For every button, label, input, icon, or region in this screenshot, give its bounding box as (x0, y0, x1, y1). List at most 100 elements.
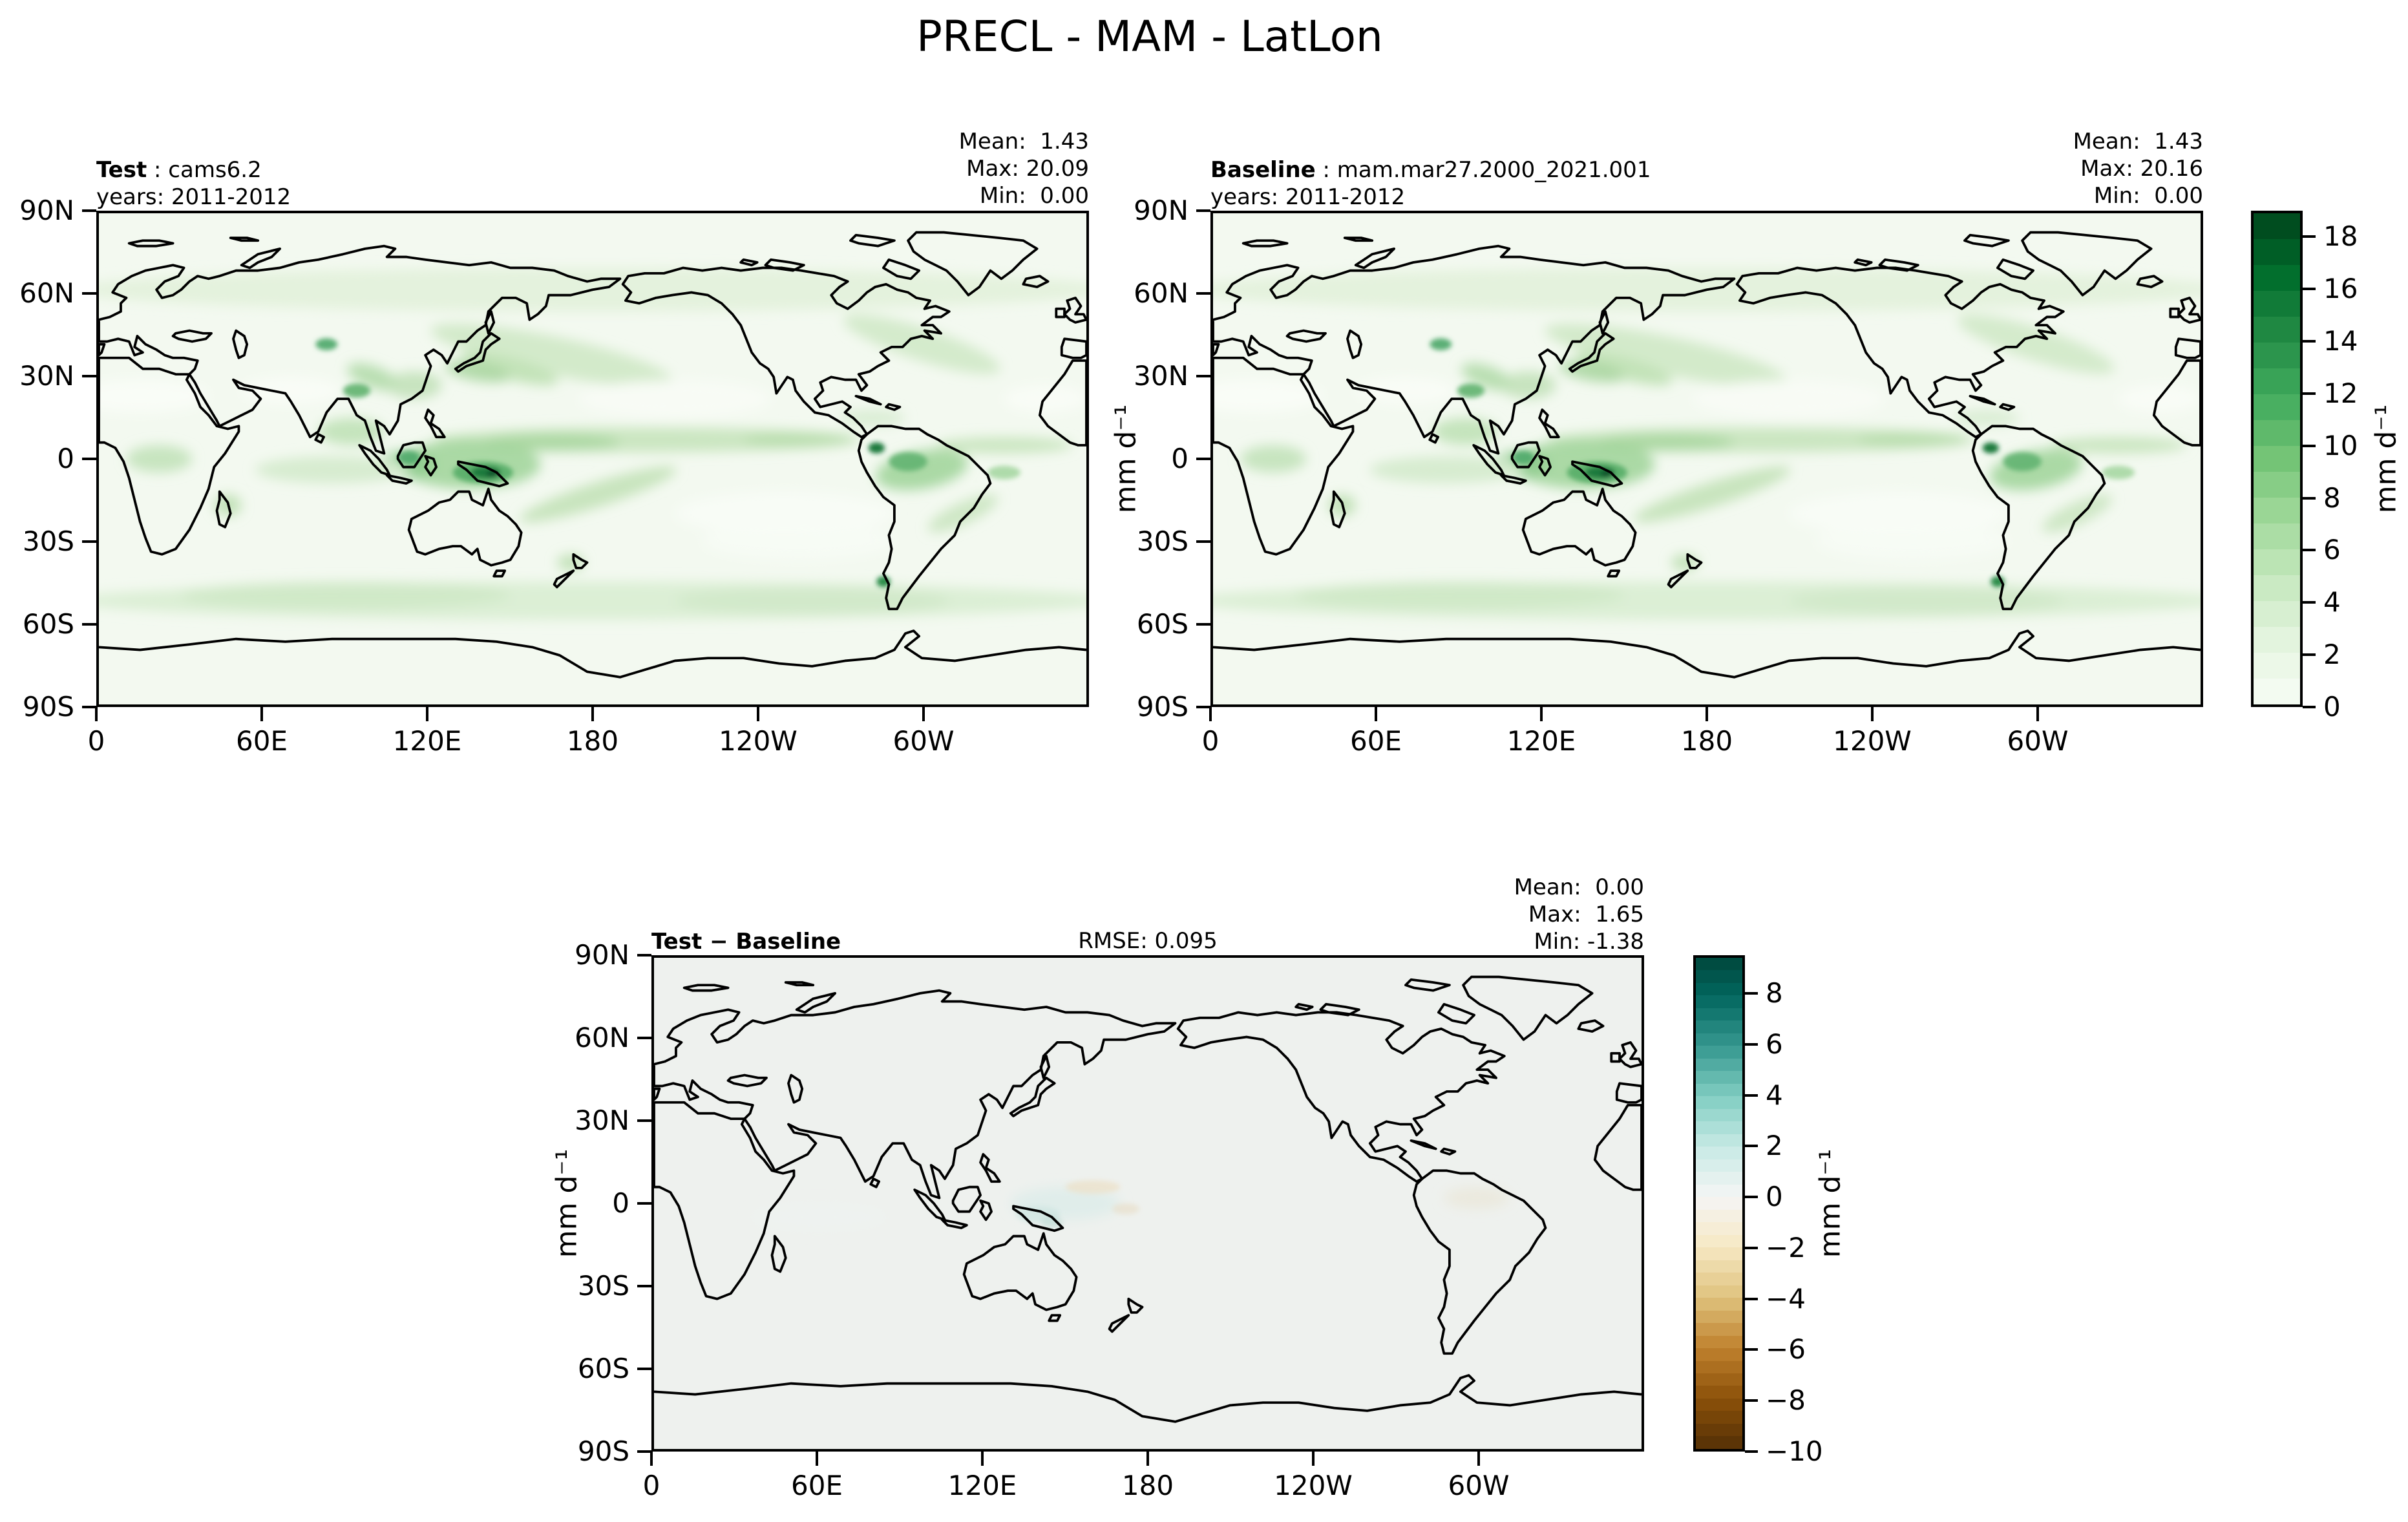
cbar-diff-segment (1696, 982, 1742, 996)
baseline-max: Max: 20.16 (2080, 156, 2203, 182)
test-x-tick-label: 0 (87, 725, 105, 757)
cbar-diff-tick-label: −8 (1766, 1384, 1806, 1416)
cbar-precip-tick-label: 18 (2323, 220, 2358, 252)
cbar-precip-segment (2254, 627, 2300, 653)
baseline-x-tick-label: 60E (1350, 725, 1402, 757)
diff-x-tick-label: 0 (642, 1470, 660, 1501)
test-mean: Mean: 1.43 (958, 129, 1089, 154)
cbar-precip-segment (2254, 394, 2300, 420)
coastlines (1213, 231, 2201, 679)
diff-y-tick-label: 0 (612, 1187, 629, 1219)
test-x-tick (426, 707, 428, 721)
cbar-diff-segment (1696, 1360, 1742, 1373)
diff-y-tick (637, 1202, 651, 1205)
baseline-x-tick (1540, 707, 1543, 721)
cbar-precip-tick-label: 2 (2323, 639, 2341, 670)
cbar-precip-tick-label: 10 (2323, 430, 2358, 461)
cbar-diff-segment (1696, 1172, 1742, 1185)
test-y-tick-label: 90N (19, 195, 74, 226)
test-y-tick-label: 30S (22, 525, 74, 557)
diff-stats: Mean: 0.00 Max: 1.65 Min: -1.38 (1386, 874, 1644, 955)
cbar-precip-segment (2254, 679, 2300, 704)
cbar-precip-tick (2303, 288, 2316, 290)
colorbar-precip-unit-label: mm d⁻¹ (2369, 404, 2403, 514)
diff-x-tick-label: 60E (791, 1470, 843, 1501)
diff-x-tick (1312, 1452, 1315, 1466)
cbar-precip-tick-label: 12 (2323, 377, 2358, 409)
test-x-tick (260, 707, 263, 721)
coastlines (99, 231, 1086, 679)
diff-max: Max: 1.65 (1528, 902, 1644, 927)
diff-y-tick (637, 1285, 651, 1287)
cbar-precip-tick-label: 4 (2323, 586, 2341, 618)
cbar-diff-segment (1696, 1310, 1742, 1324)
baseline-y-tick-label: 30N (1134, 360, 1188, 392)
baseline-y-tick (1196, 623, 1210, 626)
cbar-diff-segment (1696, 1121, 1742, 1134)
test-y-tick-label: 60N (19, 277, 74, 309)
cbar-diff-segment (1696, 1423, 1742, 1437)
cbar-diff-segment (1696, 1323, 1742, 1336)
cbar-precip-tick-label: 0 (2323, 691, 2341, 723)
cbar-precip-segment (2254, 472, 2300, 498)
cbar-diff-segment (1696, 1348, 1742, 1361)
cbar-precip-segment (2254, 575, 2300, 601)
test-y-tick-label: 30N (19, 360, 74, 392)
test-y-tick (82, 209, 96, 212)
baseline-x-tick-label: 60W (2007, 725, 2069, 757)
baseline-x-tick (1209, 707, 1212, 721)
cbar-diff-segment (1696, 1071, 1742, 1084)
cbar-diff-tick (1745, 1399, 1758, 1402)
page-title: PRECL - MAM - LatLon (916, 12, 1383, 61)
cbar-precip-segment (2254, 317, 2300, 343)
cbar-precip-segment (2254, 420, 2300, 446)
test-years: years: 2011-2012 (96, 184, 291, 210)
cbar-diff-segment (1696, 1096, 1742, 1109)
cbar-diff-segment (1696, 995, 1742, 1008)
cbar-diff-segment (1696, 958, 1742, 971)
panel-diff-svg (654, 958, 1642, 1449)
cbar-diff-segment (1696, 1083, 1742, 1097)
cbar-diff-segment (1696, 1247, 1742, 1260)
test-x-tick-label: 120E (392, 725, 462, 757)
baseline-x-tick-label: 0 (1201, 725, 1220, 757)
cbar-precip-segment (2254, 653, 2300, 679)
cbar-diff-tick-label: 8 (1766, 977, 1783, 1009)
test-stats: Mean: 1.43 Max: 20.09 Min: 0.00 (830, 128, 1089, 209)
test-y-tick (82, 623, 96, 626)
baseline-y-tick-label: 90N (1134, 195, 1188, 226)
cbar-diff-segment (1696, 1373, 1742, 1386)
cbar-precip-segment (2254, 213, 2300, 239)
coastlines (654, 975, 1642, 1423)
test-y-tick (82, 706, 96, 708)
diff-panel-label: Test − Baseline (651, 929, 841, 955)
test-y-tick (82, 458, 96, 460)
cbar-diff-segment (1696, 1398, 1742, 1411)
cbar-precip-tick-label: 6 (2323, 534, 2341, 565)
cbar-diff-tick (1745, 1247, 1758, 1249)
test-x-tick (95, 707, 98, 721)
baseline-y-tick-label: 60S (1136, 608, 1188, 640)
cbar-diff-tick (1745, 1145, 1758, 1147)
cbar-diff-tick (1745, 1298, 1758, 1300)
baseline-y-tick-label: 0 (1171, 443, 1188, 474)
baseline-y-tick (1196, 375, 1210, 377)
test-x-tick-label: 120W (719, 725, 797, 757)
test-max: Max: 20.09 (966, 156, 1089, 182)
baseline-x-tick (1375, 707, 1377, 721)
cbar-precip-tick (2303, 653, 2316, 656)
cbar-diff-segment (1696, 1008, 1742, 1021)
diff-x-tick-label: 120W (1274, 1470, 1353, 1501)
cbar-precip-tick (2303, 235, 2316, 238)
baseline-mean: Mean: 1.43 (2073, 129, 2203, 154)
cbar-precip-segment (2254, 498, 2300, 523)
diff-y-tick (637, 1037, 651, 1039)
cbar-diff-segment (1696, 1147, 1742, 1159)
diff-y-tick-label: 60N (575, 1022, 629, 1053)
baseline-stats: Mean: 1.43 Max: 20.16 Min: 0.00 (1945, 128, 2203, 209)
test-y-tick (82, 292, 96, 295)
cbar-diff-tick (1745, 1450, 1758, 1453)
diff-x-tick-label: 120E (947, 1470, 1017, 1501)
cbar-diff-segment (1696, 1411, 1742, 1424)
baseline-y-tick (1196, 540, 1210, 543)
